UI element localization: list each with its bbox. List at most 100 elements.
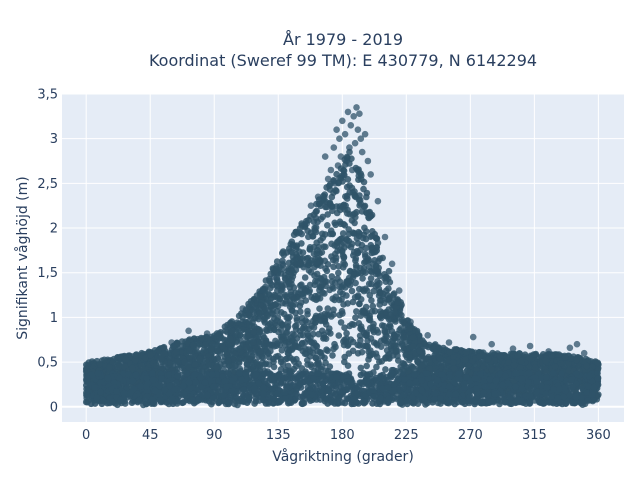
- data-point: [202, 341, 209, 348]
- data-point: [354, 293, 362, 301]
- data-point: [400, 346, 408, 354]
- data-point: [248, 300, 255, 308]
- data-point: [321, 354, 328, 362]
- data-point: [356, 332, 364, 340]
- data-point: [338, 307, 346, 315]
- data-point: [386, 295, 393, 303]
- data-point: [367, 324, 374, 332]
- data-point: [373, 353, 381, 361]
- data-point: [227, 346, 235, 354]
- data-point: [374, 239, 382, 247]
- data-point: [231, 362, 239, 370]
- data-point: [324, 305, 332, 312]
- data-point: [327, 230, 334, 238]
- data-point: [381, 299, 388, 307]
- data-point: [361, 224, 368, 232]
- data-point: [363, 362, 371, 370]
- data-point: [264, 297, 272, 304]
- data-point: [542, 357, 549, 365]
- data-point: [330, 285, 337, 292]
- data-point: [330, 263, 337, 271]
- data-point: [243, 344, 250, 351]
- data-point: [292, 300, 299, 308]
- data-point: [278, 337, 285, 344]
- data-point: [149, 370, 156, 377]
- data-point: [261, 361, 268, 368]
- data-point: [377, 343, 385, 351]
- data-point: [314, 246, 321, 254]
- data-point: [385, 285, 392, 292]
- data-point: [251, 323, 258, 331]
- data-point: [343, 330, 350, 337]
- data-point: [350, 248, 358, 256]
- data-point: [352, 314, 359, 322]
- data-point: [514, 352, 522, 359]
- data-point: [377, 289, 384, 297]
- data-point: [363, 331, 370, 338]
- data-point: [93, 394, 100, 402]
- data-point: [368, 280, 375, 288]
- data-point: [449, 359, 457, 366]
- data-point: [333, 170, 340, 178]
- data-point: [269, 301, 277, 309]
- data-point: [286, 341, 293, 348]
- data-point: [327, 330, 334, 337]
- data-point: [366, 292, 374, 299]
- data-point: [357, 364, 365, 372]
- data-point: [322, 367, 330, 375]
- data-point: [409, 343, 417, 350]
- data-point: [181, 358, 188, 366]
- data-point: [446, 373, 453, 381]
- data-point: [257, 301, 264, 308]
- data-point: [561, 353, 569, 361]
- data-point: [348, 287, 356, 295]
- data-point: [446, 348, 454, 356]
- data-point: [313, 258, 321, 266]
- data-point: [387, 311, 394, 319]
- data-point: [256, 310, 263, 317]
- data-point: [297, 282, 304, 289]
- data-point: [463, 367, 471, 375]
- data-point: [401, 334, 409, 341]
- data-point: [485, 356, 492, 363]
- data-point: [344, 176, 352, 183]
- data-point: [300, 323, 308, 331]
- data-point: [298, 240, 305, 247]
- data-point: [350, 271, 358, 279]
- data-point: [311, 227, 319, 234]
- data-point: [426, 359, 434, 366]
- data-point: [255, 315, 262, 323]
- data-point: [237, 331, 244, 339]
- data-point: [279, 283, 286, 291]
- data-point: [363, 189, 371, 197]
- data-point: [362, 258, 369, 265]
- data-point: [462, 356, 469, 364]
- data-point: [356, 300, 363, 308]
- data-point: [329, 352, 336, 359]
- data-point: [371, 257, 379, 264]
- data-point: [316, 295, 324, 302]
- data-point: [319, 281, 326, 288]
- data-point: [158, 355, 165, 363]
- data-point: [364, 337, 371, 345]
- data-point: [351, 210, 359, 217]
- data-point: [291, 323, 299, 330]
- data-point: [394, 299, 402, 306]
- data-point: [419, 362, 426, 369]
- data-point: [346, 322, 354, 330]
- data-point: [573, 356, 580, 364]
- data-point: [406, 325, 414, 333]
- data-point: [476, 353, 484, 360]
- data-point: [501, 352, 509, 359]
- data-point: [368, 244, 376, 251]
- data-point: [252, 398, 259, 405]
- data-point: [594, 359, 602, 367]
- data-point: [270, 355, 277, 363]
- data-point: [304, 307, 311, 315]
- data-point: [286, 268, 293, 276]
- data-point: [297, 255, 304, 262]
- data-point: [310, 324, 318, 331]
- data-point: [196, 355, 203, 363]
- data-point: [565, 367, 573, 375]
- data-point: [310, 339, 318, 347]
